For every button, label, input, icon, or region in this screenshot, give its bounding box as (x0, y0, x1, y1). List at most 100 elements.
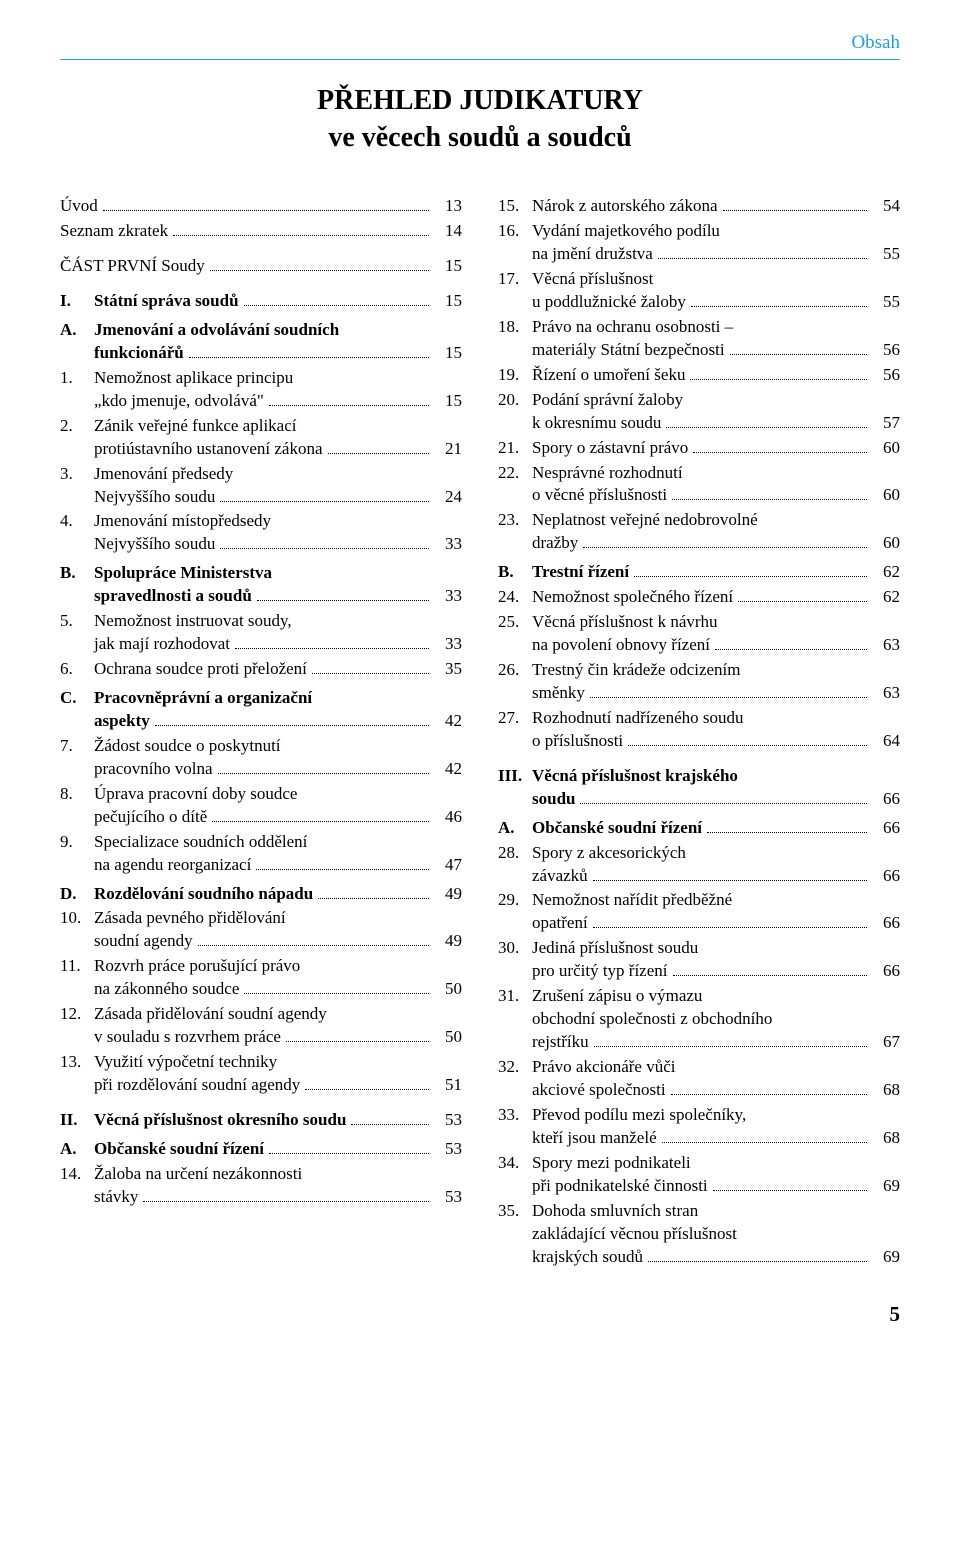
toc-page: 62 (872, 586, 900, 609)
toc-entry-body: Jmenování předsedyNejvyššího soudu24 (94, 463, 462, 509)
toc-text: Věcná příslušnost okresního soudu (94, 1109, 346, 1132)
toc-line: aspekty42 (94, 710, 462, 733)
toc-entry-label: 23. (498, 509, 532, 532)
toc-entry: 34.Spory mezi podnikatelipři podnikatels… (498, 1152, 900, 1198)
toc-entry-label: 32. (498, 1056, 532, 1079)
toc-entry-label: 31. (498, 985, 532, 1008)
toc-entry: ČÁST PRVNÍ Soudy15 (60, 255, 462, 278)
toc-entry-label: 9. (60, 831, 94, 854)
toc-line: Právo akcionáře vůči (532, 1056, 900, 1079)
toc-text: Dohoda smluvních stran (532, 1200, 698, 1223)
toc-text: Žaloba na určení nezákonnosti (94, 1163, 302, 1186)
toc-page: 50 (434, 1026, 462, 1049)
toc-text: akciové společnosti (532, 1079, 666, 1102)
toc-entry: 27.Rozhodnutí nadřízeného souduo přísluš… (498, 707, 900, 753)
toc-entry-label: 13. (60, 1051, 94, 1074)
toc-text: Neplatnost veřejné nedobrovolné (532, 509, 758, 532)
toc-text: na zákonného soudce (94, 978, 239, 1001)
toc-dots (648, 1261, 867, 1262)
page-number: 5 (60, 1300, 900, 1328)
toc-line: Věcná příslušnost k návrhu (532, 611, 900, 634)
toc-entry: 15.Nárok z autorského zákona54 (498, 195, 900, 218)
toc-line: Žádost soudce o poskytnutí (94, 735, 462, 758)
toc-line: Jmenování místopředsedy (94, 510, 462, 533)
toc-text: dražby (532, 532, 578, 555)
toc-entry: 18.Právo na ochranu osobnosti –materiály… (498, 316, 900, 362)
toc-text: Nejvyššího soudu (94, 533, 215, 556)
toc-dots (328, 453, 429, 454)
toc-entry-body: Trestný čin krádeže odcizenímsměnky63 (532, 659, 900, 705)
toc-dots (218, 773, 430, 774)
toc-dots (256, 869, 429, 870)
toc-entry: 11.Rozvrh práce porušující právona zákon… (60, 955, 462, 1001)
toc-text: Nemožnost nařídit předběžné (532, 889, 732, 912)
toc-line: Trestní řízení62 (532, 561, 900, 584)
toc-text: u poddlužnické žaloby (532, 291, 686, 314)
toc-page: 66 (872, 912, 900, 935)
toc-columns: Úvod13Seznam zkratek14ČÁST PRVNÍ Soudy15… (60, 195, 900, 1270)
toc-entry-body: Neplatnost veřejné nedobrovolnédražby60 (532, 509, 900, 555)
toc-text: Spory o zástavní právo (532, 437, 688, 460)
toc-line: Úprava pracovní doby soudce (94, 783, 462, 806)
toc-line: Věcná příslušnost krajského (532, 765, 900, 788)
spacer (498, 755, 900, 765)
toc-text: zakládající věcnou příslušnost (532, 1223, 737, 1246)
toc-entry: 26.Trestný čin krádeže odcizenímsměnky63 (498, 659, 900, 705)
toc-entry-label: 30. (498, 937, 532, 960)
toc-text: Nemožnost instruovat soudy, (94, 610, 292, 633)
toc-text: Ochrana soudce proti přeložení (94, 658, 307, 681)
toc-page: 15 (434, 342, 462, 365)
toc-entry: 28.Spory z akcesorickýchzávazků66 (498, 842, 900, 888)
toc-dots (738, 601, 867, 602)
toc-entry-label: 10. (60, 907, 94, 930)
toc-line: Dohoda smluvních stran (532, 1200, 900, 1223)
toc-line: kteří jsou manželé68 (532, 1127, 900, 1150)
toc-entry: B.Trestní řízení62 (498, 561, 900, 584)
toc-text: Občanské soudní řízení (532, 817, 702, 840)
toc-line: Nemožnost instruovat soudy, (94, 610, 462, 633)
toc-line: Spory mezi podnikateli (532, 1152, 900, 1175)
toc-entry-body: Pracovněprávní a organizačníaspekty42 (94, 687, 462, 733)
toc-line: funkcionářů15 (94, 342, 462, 365)
toc-entry-body: Trestní řízení62 (532, 561, 900, 584)
toc-dots (583, 547, 867, 548)
toc-line: o věcné příslušnosti60 (532, 484, 900, 507)
toc-page: 64 (872, 730, 900, 753)
toc-entry-body: Nárok z autorského zákona54 (532, 195, 900, 218)
toc-entry-label: 3. (60, 463, 94, 486)
toc-page: 33 (434, 533, 462, 556)
toc-line: Nesprávné rozhodnutí (532, 462, 900, 485)
toc-text: rejstříku (532, 1031, 589, 1054)
toc-line: ČÁST PRVNÍ Soudy15 (60, 255, 462, 278)
toc-text: Rozvrh práce porušující právo (94, 955, 300, 978)
toc-line: krajských soudů69 (532, 1246, 900, 1269)
toc-page: 69 (872, 1246, 900, 1269)
toc-page: 14 (434, 220, 462, 243)
toc-text: stávky (94, 1186, 138, 1209)
toc-text: obchodní společnosti z obchodního (532, 1008, 772, 1031)
toc-line: k okresnímu soudu57 (532, 412, 900, 435)
toc-page: 60 (872, 437, 900, 460)
toc-entry-label: 7. (60, 735, 94, 758)
toc-dots (672, 499, 867, 500)
toc-text: „kdo jmenuje, odvolává" (94, 390, 264, 413)
toc-entry-label: 8. (60, 783, 94, 806)
toc-text: na povolení obnovy řízení (532, 634, 710, 657)
toc-line: dražby60 (532, 532, 900, 555)
toc-entry-body: Žaloba na určení nezákonnostistávky53 (94, 1163, 462, 1209)
toc-entry: 13.Využití výpočetní technikypři rozdělo… (60, 1051, 462, 1097)
toc-dots (693, 452, 867, 453)
toc-text: Občanské soudní řízení (94, 1138, 264, 1161)
toc-line: pracovního volna42 (94, 758, 462, 781)
toc-entry-label: 4. (60, 510, 94, 533)
toc-dots (594, 1046, 867, 1047)
toc-text: Rozhodnutí nadřízeného soudu (532, 707, 744, 730)
toc-text: Nemožnost aplikace principu (94, 367, 293, 390)
toc-line: Věcná příslušnost (532, 268, 900, 291)
toc-line: Spory z akcesorických (532, 842, 900, 865)
toc-page: 15 (434, 390, 462, 413)
toc-text: Jmenování místopředsedy (94, 510, 271, 533)
toc-entry-body: Nemožnost společného řízení62 (532, 586, 900, 609)
toc-line: Nemožnost společného řízení62 (532, 586, 900, 609)
toc-line: Jmenování předsedy (94, 463, 462, 486)
